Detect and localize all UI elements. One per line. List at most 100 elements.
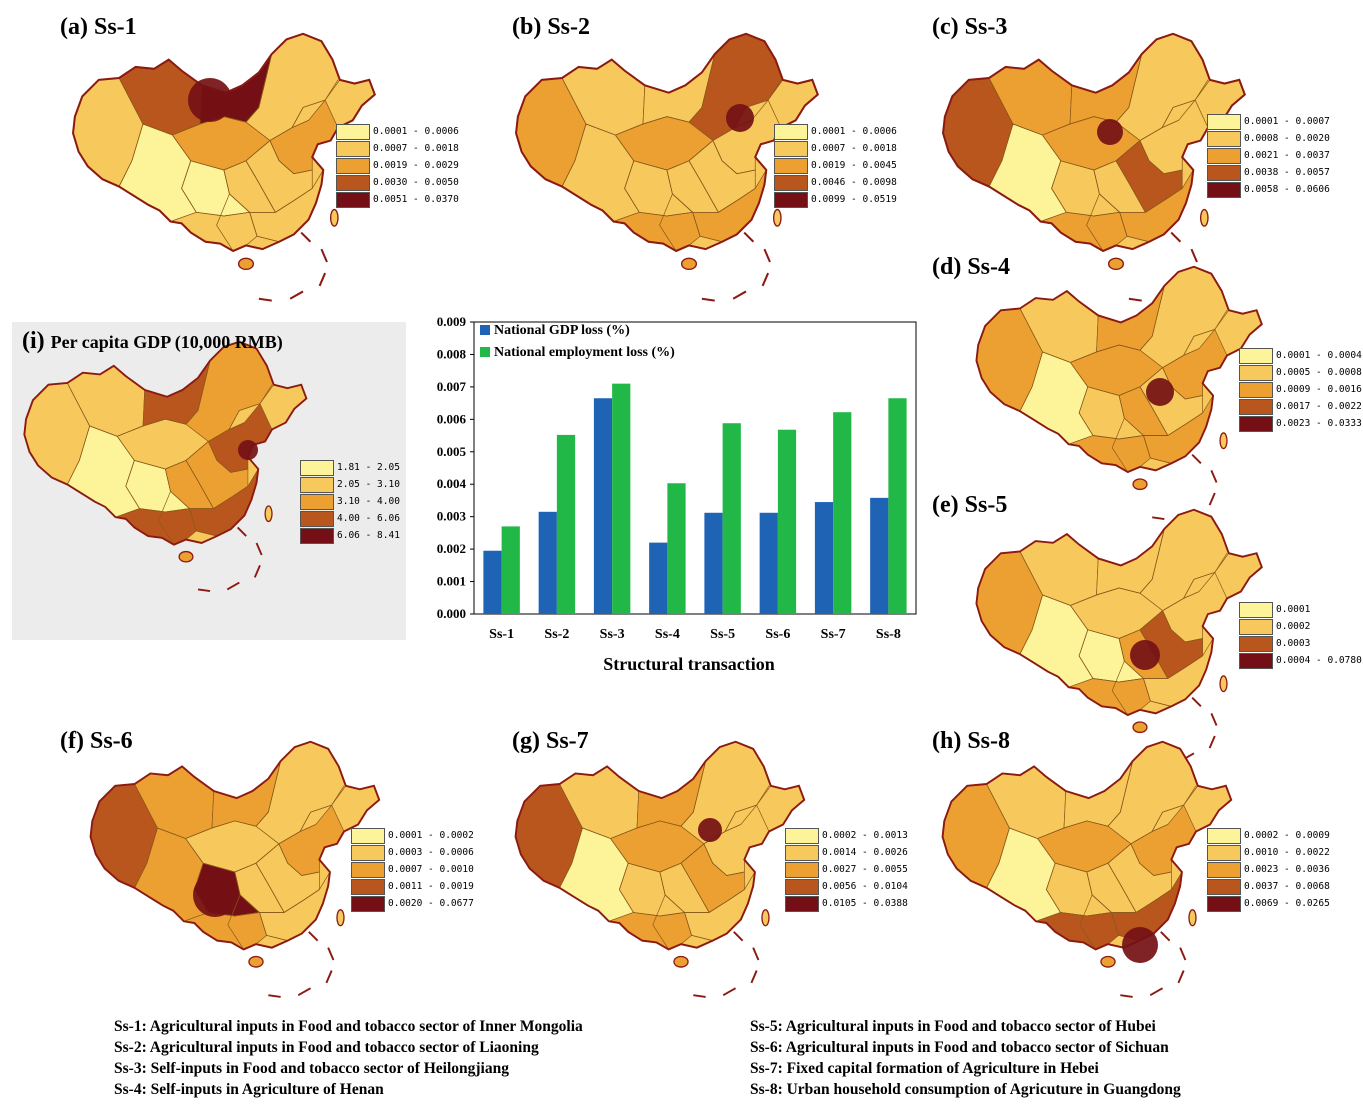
- map-region: [1162, 571, 1228, 643]
- legend-row: 0.0001 - 0.0004: [1239, 347, 1362, 364]
- map-region: [1037, 820, 1132, 873]
- legend-swatch: [1239, 347, 1273, 364]
- legend-swatch: [1207, 827, 1241, 844]
- legend-swatch: [1207, 861, 1241, 878]
- legend-swatch: [336, 157, 370, 174]
- map-region: [688, 139, 756, 213]
- legend-swatch: [785, 895, 819, 912]
- legend-row: 3.10 - 4.00: [300, 493, 400, 510]
- legend-row: 0.0020 - 0.0677: [351, 895, 474, 912]
- legend-row: 0.0056 - 0.0104: [785, 878, 908, 895]
- legend-swatch: [774, 123, 808, 140]
- map-region: [1019, 351, 1094, 445]
- legend-label: 3.10 - 4.00: [337, 496, 400, 507]
- map-region: [255, 741, 347, 845]
- map-region: [1019, 594, 1094, 688]
- panel-label-a: (a) Ss-1: [60, 14, 137, 40]
- legend-swatch: [1239, 381, 1273, 398]
- panel-title-a: (a) Ss-1: [60, 14, 137, 41]
- map-region: [1143, 638, 1214, 707]
- legend-row: 0.0017 - 0.0022: [1239, 398, 1362, 415]
- map-region: [680, 741, 772, 845]
- legend-label: 0.0008 - 0.0020: [1244, 133, 1330, 144]
- panel-label-e: (e) Ss-5: [932, 492, 1008, 518]
- map-region: [1067, 435, 1151, 473]
- legend-swatch: [774, 140, 808, 157]
- notes-right: Ss-5: Agricultural inputs in Food and to…: [750, 1016, 1181, 1100]
- legend-label: 0.0002 - 0.0009: [1244, 830, 1330, 841]
- legend-label: 0.0023 - 0.0333: [1276, 418, 1362, 429]
- note-ss2: Ss-2: Agricultural inputs in Food and to…: [114, 1039, 539, 1056]
- legend-row: 0.0001 - 0.0002: [351, 827, 474, 844]
- map-region: [988, 59, 1073, 136]
- legend-label: 0.0002: [1276, 621, 1311, 632]
- legend-row: 0.0014 - 0.0026: [785, 844, 908, 861]
- note-ss3: Ss-3: Self-inputs in Food and tobacco se…: [114, 1060, 509, 1077]
- bar-employment: [667, 483, 686, 614]
- legend-row: 0.0003: [1239, 635, 1362, 652]
- map-region: [134, 765, 215, 839]
- y-tick-label: 0.009: [437, 314, 467, 329]
- legend-swatch: [351, 895, 385, 912]
- legend-label: 0.0001 - 0.0006: [811, 126, 897, 137]
- y-tick-label: 0.004: [437, 476, 467, 491]
- map-region: [680, 843, 745, 913]
- map-region: [614, 116, 714, 171]
- bar-gdp: [814, 502, 834, 614]
- map-region: [118, 123, 197, 222]
- map-region: [684, 871, 756, 942]
- map-region: [1067, 678, 1151, 716]
- bar-employment: [888, 398, 907, 614]
- map-region: [1046, 862, 1113, 917]
- chart-legend-label: National GDP loss (%): [494, 323, 630, 338]
- map-region: [245, 139, 313, 213]
- map-region: [1034, 912, 1119, 950]
- legend-d: 0.0001 - 0.0004 0.0005 - 0.0008 0.0009 - 0…: [1239, 347, 1362, 432]
- map-region: [1139, 99, 1209, 175]
- panel-label-h: (h) Ss-8: [932, 728, 1011, 754]
- y-tick-label: 0.001: [437, 574, 466, 589]
- legend-swatch: [336, 123, 370, 140]
- legend-label: 0.0027 - 0.0055: [822, 864, 908, 875]
- map-region: [223, 160, 277, 213]
- map-region: [1130, 804, 1197, 876]
- legend-row: 0.0002 - 0.0013: [785, 827, 908, 844]
- map-region: [1069, 587, 1164, 639]
- legend-label: 0.0056 - 0.0104: [822, 881, 908, 892]
- map-region: [561, 59, 646, 136]
- legend-swatch: [351, 878, 385, 895]
- legend-label: 0.0003 - 0.0006: [388, 847, 474, 858]
- map-region: [1111, 871, 1183, 942]
- panel-label-i: (i): [22, 328, 45, 354]
- y-tick-label: 0.000: [437, 606, 466, 621]
- bar-employment: [722, 423, 741, 614]
- panel-title-b: (b) Ss-2: [512, 14, 590, 41]
- map-region: [1107, 843, 1172, 913]
- legend-row: 0.0046 - 0.0098: [774, 174, 897, 191]
- x-tick-label: Ss-7: [821, 627, 846, 642]
- legend-row: 6.06 - 8.41: [300, 527, 400, 544]
- x-tick-label: Ss-4: [655, 627, 680, 642]
- legend-label: 0.0007 - 0.0018: [373, 143, 459, 154]
- legend-label: 0.0021 - 0.0037: [1244, 150, 1330, 161]
- map-region: [1039, 211, 1128, 252]
- map-region: [1019, 290, 1099, 363]
- legend-swatch: [1207, 878, 1241, 895]
- x-tick-label: Ss-1: [489, 627, 514, 642]
- y-tick-label: 0.008: [437, 346, 467, 361]
- legend-row: 0.0019 - 0.0029: [336, 157, 459, 174]
- legend-row: 0.0002: [1239, 618, 1362, 635]
- legend-label: 1.81 - 2.05: [337, 462, 400, 473]
- legend-row: 0.0001 - 0.0006: [336, 123, 459, 140]
- legend-h: 0.0002 - 0.0009 0.0010 - 0.0022 0.0023 - 0…: [1207, 827, 1330, 912]
- legend-row: 0.0010 - 0.0022: [1207, 844, 1330, 861]
- panel-label-b: (b) Ss-2: [512, 14, 591, 40]
- map-region: [234, 862, 285, 913]
- legend-label: 2.05 - 3.10: [337, 479, 400, 490]
- map-region: [642, 53, 716, 125]
- note-ss8: Ss-8: Urban household consumption of Agr…: [750, 1081, 1181, 1098]
- legend-row: 0.0037 - 0.0068: [1207, 878, 1330, 895]
- legend-swatch: [785, 827, 819, 844]
- legend-row: 0.0051 - 0.0370: [336, 191, 459, 208]
- legend-label: 0.0001 - 0.0002: [388, 830, 474, 841]
